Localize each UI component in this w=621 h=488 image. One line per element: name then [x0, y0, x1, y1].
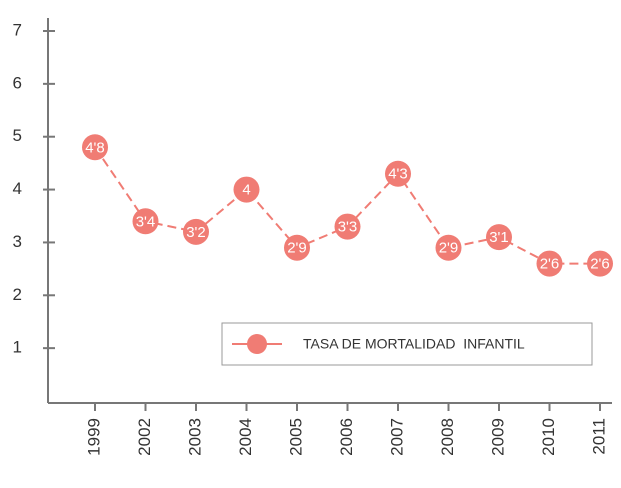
x-tick-label: 2003 [185, 418, 204, 456]
value-label: 2'6 [590, 256, 610, 273]
y-tick-label: 7 [13, 20, 22, 39]
legend-label: TASA DE MORTALIDAD INFANTIL [303, 336, 525, 352]
point [183, 218, 209, 245]
x-tick-label: 2002 [135, 418, 154, 456]
value-label: 3'3 [338, 219, 358, 236]
y-tick-label: 4 [13, 179, 22, 198]
x-tick-label: 1999 [84, 418, 103, 456]
point [385, 160, 411, 187]
point [334, 213, 361, 240]
legend-box [221, 322, 593, 366]
value-label: 4'3 [388, 166, 408, 183]
x-tick-label: 2004 [236, 418, 255, 456]
legend-marker [247, 334, 267, 354]
y-tick-label: 6 [13, 73, 22, 92]
point [536, 250, 563, 277]
y-tick-label: 2 [13, 285, 22, 304]
value-label: 3'4 [136, 213, 156, 230]
point [233, 176, 260, 203]
value-label: 4'8 [85, 139, 105, 156]
point [587, 250, 613, 277]
value-label: 3'2 [186, 224, 206, 241]
y-tick-label: 5 [13, 126, 22, 145]
x-tick-label: 2008 [438, 418, 457, 456]
point [132, 208, 159, 235]
value-label: 2'9 [287, 240, 307, 257]
x-tick-label: 2010 [539, 418, 558, 456]
point [284, 234, 310, 261]
point [82, 134, 108, 161]
x-tick-label: 2006 [337, 418, 356, 456]
series-line [94, 146, 600, 265]
x-tick-label: 2007 [387, 418, 406, 456]
value-label: 2'6 [540, 256, 560, 273]
point [486, 224, 512, 251]
x-tick-label: 2011 [589, 418, 608, 455]
value-label: 4 [242, 182, 250, 199]
point [435, 234, 462, 261]
x-tick-label: 2005 [286, 418, 305, 456]
y-tick-label: 1 [13, 338, 22, 357]
value-label: 3'1 [489, 229, 509, 246]
x-tick-label: 2009 [488, 418, 507, 456]
y-tick-label: 3 [13, 232, 22, 251]
value-label: 2'9 [439, 240, 459, 257]
